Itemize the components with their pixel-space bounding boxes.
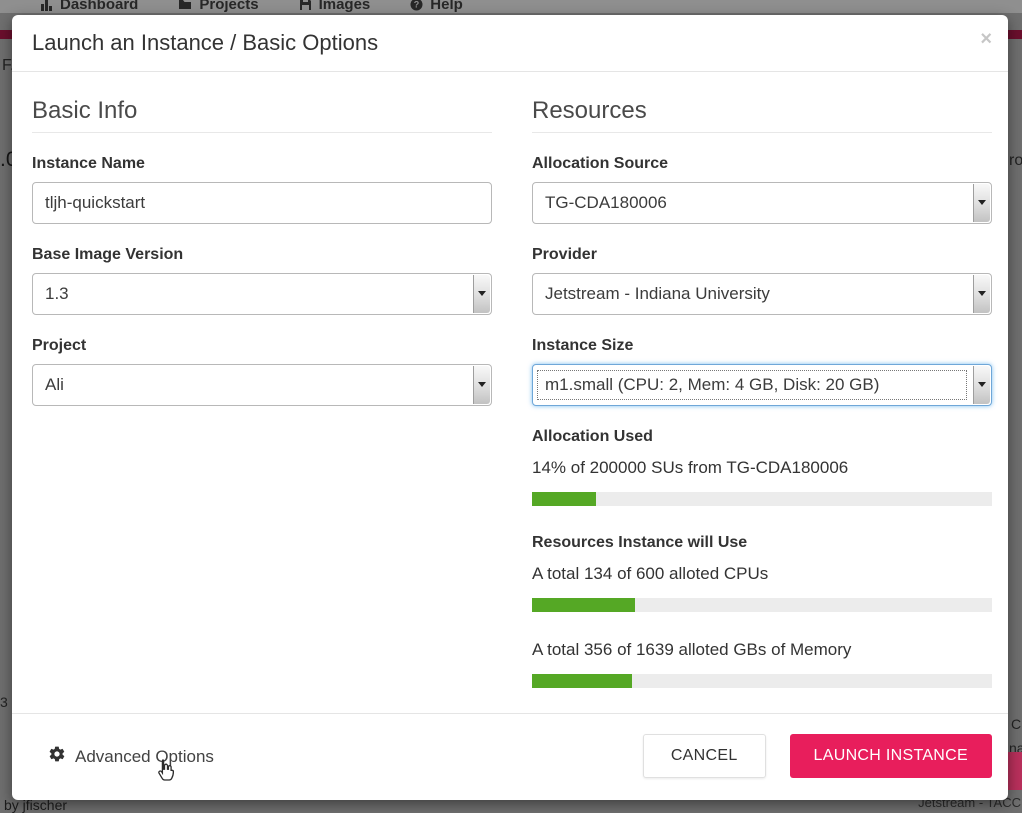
- project-label: Project: [32, 336, 87, 354]
- base-image-version-label: Base Image Version: [32, 245, 184, 263]
- allocation-source-group: Allocation Source TG-CDA180006: [532, 155, 992, 224]
- instance-size-label: Instance Size: [532, 336, 634, 354]
- selected-value: 1.3: [45, 283, 69, 303]
- basic-info-heading: Basic Info: [32, 97, 492, 133]
- background-navbar: Dashboard Projects Images ? Help: [0, 0, 1022, 13]
- memory-usage-text: A total 356 of 1639 alloted GBs of Memor…: [532, 639, 852, 659]
- basic-info-column: Basic Info Instance Name Base Image Vers…: [32, 97, 492, 688]
- allocation-used-progressbar: [532, 491, 992, 506]
- allocation-used-section: Allocation Used 14% of 200000 SUs from T…: [532, 428, 992, 506]
- footer-buttons: CANCEL LAUNCH INSTANCE: [642, 734, 992, 778]
- instance-size-group: Instance Size m1.small (CPU: 2, Mem: 4 G…: [532, 337, 992, 406]
- nav-item-label: Dashboard: [60, 0, 139, 13]
- selected-value: Ali: [45, 374, 64, 394]
- selected-value: Jetstream - Indiana University: [545, 283, 770, 303]
- provider-label: Provider: [532, 245, 597, 263]
- nav-item-images[interactable]: Images: [299, 0, 371, 13]
- resources-heading: Resources: [532, 97, 992, 133]
- chevron-down-icon: [973, 183, 990, 222]
- cpu-progressbar: [532, 597, 992, 612]
- advanced-options-label: Advanced Options: [75, 746, 214, 766]
- chevron-down-icon: [973, 274, 990, 313]
- base-image-version-group: Base Image Version 1.3: [32, 246, 492, 315]
- cancel-button[interactable]: CANCEL: [642, 734, 766, 778]
- memory-usage-section: A total 356 of 1639 alloted GBs of Memor…: [532, 640, 992, 688]
- nav-item-dashboard[interactable]: Dashboard: [40, 0, 138, 13]
- project-group: Project Ali: [32, 337, 492, 406]
- close-icon[interactable]: ×: [980, 28, 992, 50]
- background-byline: by jfischer: [4, 797, 68, 813]
- allocation-used-label: Allocation Used: [532, 427, 653, 445]
- svg-text:?: ?: [414, 0, 420, 9]
- provider-group: Provider Jetstream - Indiana University: [532, 246, 992, 315]
- modal-title: Launch an Instance / Basic Options: [32, 30, 379, 55]
- allocation-source-label: Allocation Source: [532, 154, 669, 172]
- background-button-sliver: [1008, 752, 1022, 790]
- base-image-version-select[interactable]: 1.3: [32, 272, 492, 315]
- allocation-source-select[interactable]: TG-CDA180006: [532, 181, 992, 224]
- hand-cursor-icon: [153, 758, 177, 789]
- save-icon: [299, 0, 312, 11]
- allocation-used-text: 14% of 200000 SUs from TG-CDA180006: [532, 457, 849, 477]
- bar-chart-icon: [40, 0, 53, 11]
- resources-column: Resources Allocation Source TG-CDA180006…: [532, 97, 992, 688]
- nav-item-label: Help: [430, 0, 463, 13]
- progress-fill: [532, 673, 632, 688]
- launch-instance-modal: Launch an Instance / Basic Options × Bas…: [12, 15, 1008, 800]
- background-fragment: ro: [1009, 152, 1022, 169]
- gear-icon: [48, 745, 66, 768]
- memory-progressbar: [532, 673, 992, 688]
- instance-name-input[interactable]: [32, 181, 492, 224]
- selected-value: TG-CDA180006: [545, 192, 667, 212]
- help-circle-icon: ?: [410, 0, 423, 11]
- modal-body: Basic Info Instance Name Base Image Vers…: [12, 72, 1008, 688]
- folder-icon: [178, 0, 192, 10]
- background-fragment: F.: [2, 57, 15, 74]
- chevron-down-icon: [473, 274, 490, 313]
- instance-name-label: Instance Name: [32, 154, 145, 172]
- chevron-down-icon: [473, 365, 490, 404]
- modal-header: Launch an Instance / Basic Options ×: [12, 15, 1008, 72]
- chevron-down-icon: [973, 365, 990, 404]
- nav-item-help[interactable]: ? Help: [410, 0, 463, 13]
- advanced-options-button[interactable]: Advanced Options: [48, 745, 214, 768]
- provider-select[interactable]: Jetstream - Indiana University: [532, 272, 992, 315]
- selected-value: m1.small (CPU: 2, Mem: 4 GB, Disk: 20 GB…: [545, 374, 880, 394]
- nav-item-projects[interactable]: Projects: [178, 0, 259, 13]
- instance-usage-section: Resources Instance will Use A total 134 …: [532, 534, 992, 612]
- launch-instance-button[interactable]: LAUNCH INSTANCE: [789, 734, 992, 778]
- background-fragment: C: [1011, 716, 1022, 732]
- modal-footer: Advanced Options CANCEL LAUNCH INSTANCE: [12, 713, 1008, 800]
- instance-size-select[interactable]: m1.small (CPU: 2, Mem: 4 GB, Disk: 20 GB…: [532, 363, 992, 406]
- project-select[interactable]: Ali: [32, 363, 492, 406]
- instance-name-group: Instance Name: [32, 155, 492, 224]
- nav-item-label: Projects: [199, 0, 259, 13]
- nav-item-label: Images: [318, 0, 371, 13]
- usage-heading: Resources Instance will Use: [532, 533, 748, 551]
- progress-fill: [532, 597, 635, 612]
- cpu-usage-text: A total 134 of 600 alloted CPUs: [532, 563, 769, 583]
- progress-fill: [532, 491, 597, 506]
